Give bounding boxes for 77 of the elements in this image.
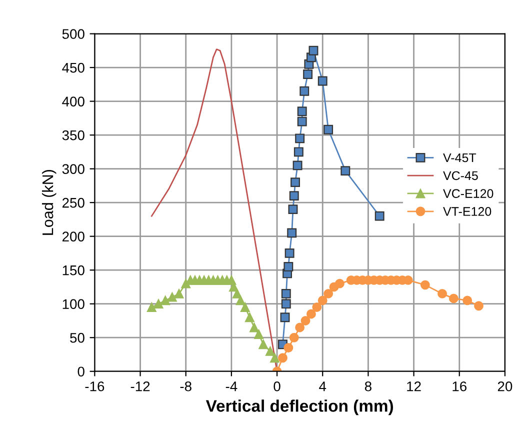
point: [250, 322, 259, 332]
point: [287, 228, 297, 238]
y-tick-label: 150: [62, 265, 84, 276]
point: [289, 332, 299, 342]
point: [294, 147, 304, 157]
point: [312, 302, 322, 312]
x-tick-label: 16: [452, 381, 466, 392]
point: [290, 178, 300, 188]
y-axis-title: Load (kN): [42, 170, 56, 235]
legend-label: VC-E120: [443, 189, 494, 198]
point: [160, 296, 170, 306]
legend-label: VC-45: [443, 171, 478, 180]
point: [474, 301, 484, 311]
point: [284, 343, 294, 352]
x-tick-label: 12: [407, 381, 421, 392]
point: [324, 124, 334, 134]
x-tick-label: 20: [498, 381, 512, 392]
point: [295, 134, 305, 144]
point: [270, 353, 280, 363]
point: [280, 312, 290, 322]
y-tick-label: 400: [62, 96, 84, 106]
point: [240, 302, 250, 312]
point: [374, 211, 384, 221]
point: [292, 160, 302, 170]
point: [448, 294, 458, 304]
point: [281, 299, 291, 309]
point: [265, 346, 275, 356]
y-tick-label: 100: [62, 299, 84, 310]
x-tick-label: 4: [319, 382, 326, 392]
y-tick-label: 200: [62, 232, 84, 242]
y-tick-label: 300: [62, 164, 84, 174]
point: [303, 70, 313, 79]
x-axis-title: Vertical deflection (mm): [206, 400, 394, 416]
y-tick-label: 350: [62, 130, 84, 140]
point: [284, 262, 294, 272]
x-tick-label: -4: [226, 382, 238, 392]
y-tick-label: 500: [62, 29, 84, 39]
point: [306, 309, 316, 319]
x-tick-label: 0: [274, 381, 280, 392]
point: [297, 106, 307, 116]
x-tick-label: -16: [85, 381, 104, 392]
point: [258, 340, 268, 350]
y-tick-label: 450: [62, 62, 84, 73]
point: [254, 330, 264, 339]
y-tick-label: 50: [70, 332, 84, 343]
point: [295, 322, 305, 332]
legend-label: V-45T: [443, 153, 476, 162]
point: [462, 296, 472, 306]
point: [300, 86, 310, 96]
point: [154, 299, 164, 309]
point: [420, 280, 430, 290]
point: [278, 353, 288, 363]
point: [281, 288, 291, 298]
point: [340, 166, 350, 176]
point: [232, 288, 242, 298]
x-tick-label: -12: [130, 381, 150, 392]
y-tick-label: 0: [78, 366, 84, 377]
point: [167, 292, 177, 302]
point: [244, 312, 254, 322]
point: [300, 316, 310, 326]
point: [324, 288, 334, 298]
point: [318, 76, 328, 86]
point: [284, 248, 294, 258]
point: [236, 296, 246, 306]
point: [146, 302, 156, 312]
x-tick-label: 8: [364, 381, 372, 392]
y-tick-label: 250: [62, 198, 84, 208]
legend-label: VT-E120: [443, 207, 492, 216]
point: [174, 288, 184, 298]
point: [288, 204, 298, 214]
x-tick-label: -8: [180, 381, 192, 392]
point: [289, 191, 299, 201]
point: [297, 116, 307, 126]
point: [438, 288, 447, 298]
point: [318, 296, 328, 306]
point: [334, 278, 344, 288]
point: [308, 46, 318, 56]
